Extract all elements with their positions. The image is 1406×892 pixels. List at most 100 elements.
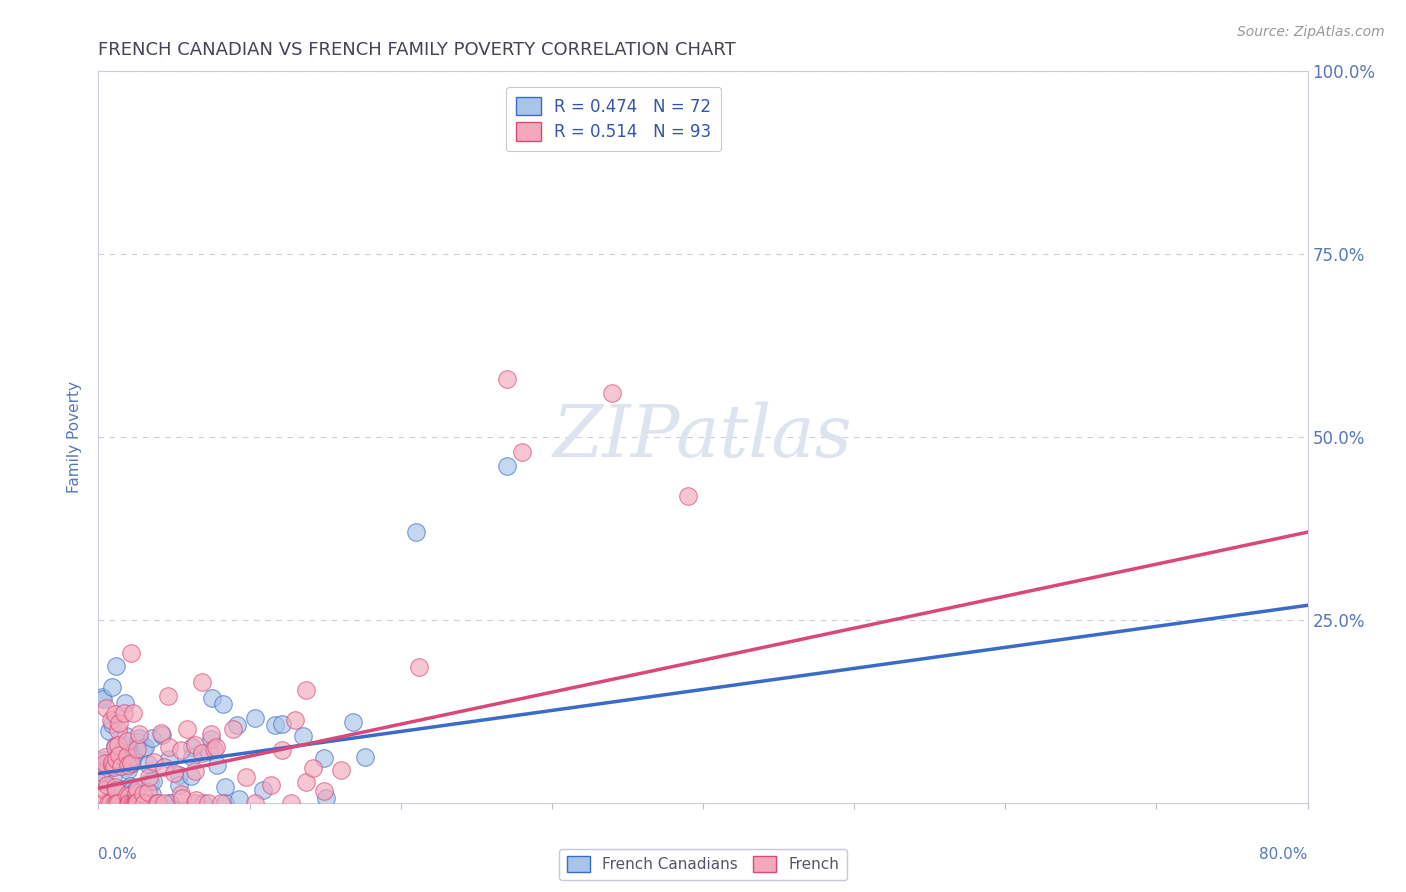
- Point: [117, 796, 139, 810]
- Point: [100, 714, 122, 728]
- Point: [115, 730, 138, 744]
- Point: [124, 784, 146, 798]
- Point: [104, 658, 127, 673]
- Point: [295, 774, 318, 789]
- Point: [96, 778, 118, 792]
- Point: [136, 757, 159, 772]
- Point: [212, 697, 235, 711]
- Point: [167, 768, 190, 782]
- Point: [127, 734, 149, 748]
- Y-axis label: Family Poverty: Family Poverty: [67, 381, 83, 493]
- Point: [101, 717, 124, 731]
- Point: [100, 760, 122, 774]
- Point: [181, 750, 204, 764]
- Point: [180, 769, 202, 783]
- Point: [295, 683, 318, 698]
- Point: [153, 760, 176, 774]
- Point: [117, 758, 139, 772]
- Point: [136, 796, 159, 810]
- Point: [117, 734, 139, 748]
- Point: [312, 784, 335, 798]
- Point: [209, 796, 232, 810]
- Point: [91, 796, 114, 810]
- Point: [117, 759, 139, 773]
- Point: [138, 773, 160, 788]
- Point: [184, 796, 207, 810]
- Point: [100, 758, 122, 772]
- Text: 0.0%: 0.0%: [98, 847, 138, 862]
- Point: [198, 744, 221, 758]
- Point: [149, 725, 172, 739]
- Point: [94, 701, 117, 715]
- Point: [91, 692, 114, 706]
- Point: [330, 764, 353, 778]
- Point: [121, 706, 143, 720]
- Text: 80.0%: 80.0%: [1260, 847, 1308, 862]
- Point: [142, 796, 165, 810]
- Point: [495, 459, 517, 474]
- Point: [157, 739, 180, 754]
- Text: FRENCH CANADIAN VS FRENCH FAMILY POVERTY CORRELATION CHART: FRENCH CANADIAN VS FRENCH FAMILY POVERTY…: [98, 41, 737, 59]
- Point: [93, 756, 115, 771]
- Point: [226, 718, 249, 732]
- Point: [170, 743, 193, 757]
- Point: [128, 796, 150, 810]
- Point: [235, 771, 257, 785]
- Point: [205, 740, 228, 755]
- Point: [131, 741, 153, 756]
- Point: [1357, 160, 1379, 174]
- Point: [124, 796, 146, 810]
- Point: [200, 727, 222, 741]
- Point: [118, 789, 141, 803]
- Point: [118, 796, 141, 810]
- Point: [104, 739, 127, 754]
- Point: [115, 749, 138, 764]
- Point: [104, 780, 127, 794]
- Point: [105, 796, 128, 810]
- Point: [112, 706, 135, 720]
- Legend: R = 0.474   N = 72, R = 0.514   N = 93: R = 0.474 N = 72, R = 0.514 N = 93: [506, 87, 721, 151]
- Point: [252, 783, 274, 797]
- Point: [264, 718, 287, 732]
- Point: [104, 739, 127, 753]
- Point: [121, 796, 143, 810]
- Point: [90, 764, 112, 779]
- Point: [115, 788, 138, 802]
- Point: [110, 758, 132, 772]
- Point: [157, 752, 180, 766]
- Legend: French Canadians, French: French Canadians, French: [560, 848, 846, 880]
- Point: [222, 722, 245, 736]
- Point: [405, 525, 427, 540]
- Point: [103, 760, 125, 774]
- Point: [128, 726, 150, 740]
- Point: [125, 796, 148, 810]
- Point: [157, 689, 180, 703]
- Point: [134, 739, 156, 754]
- Point: [142, 774, 165, 789]
- Point: [201, 691, 224, 706]
- Point: [495, 371, 517, 385]
- Point: [124, 796, 146, 810]
- Point: [136, 785, 159, 799]
- Point: [143, 755, 166, 769]
- Point: [214, 796, 236, 810]
- Point: [676, 489, 699, 503]
- Point: [170, 787, 193, 801]
- Point: [125, 782, 148, 797]
- Point: [146, 796, 169, 810]
- Point: [132, 796, 155, 810]
- Point: [315, 790, 337, 805]
- Point: [602, 386, 624, 401]
- Point: [94, 783, 117, 797]
- Point: [284, 713, 307, 727]
- Point: [291, 729, 314, 743]
- Point: [94, 756, 117, 770]
- Point: [91, 773, 114, 788]
- Point: [105, 783, 128, 797]
- Point: [107, 723, 129, 738]
- Point: [148, 796, 170, 810]
- Point: [121, 756, 143, 771]
- Point: [94, 749, 117, 764]
- Point: [101, 755, 124, 769]
- Point: [243, 796, 266, 810]
